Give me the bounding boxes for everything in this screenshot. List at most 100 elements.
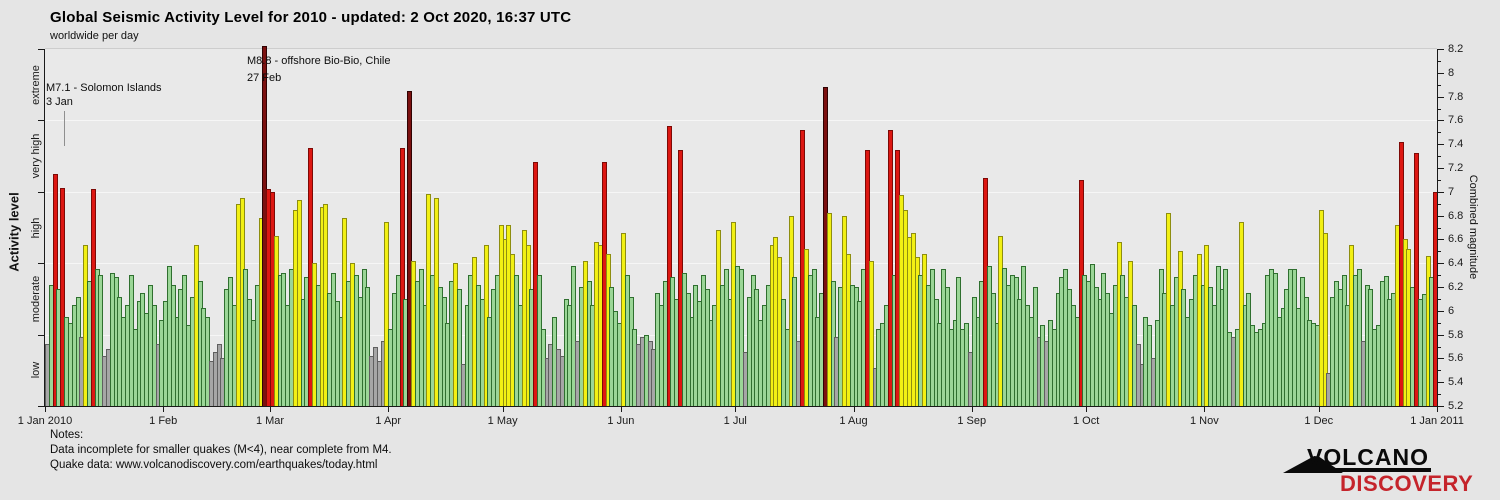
y-right-tick-label: 6.8 bbox=[1448, 209, 1464, 222]
x-tick bbox=[1318, 406, 1320, 412]
x-tick bbox=[1437, 406, 1438, 412]
annotation-chile: M8.8 - offshore Bio-Bio, Chile 27 Feb bbox=[247, 54, 390, 85]
y-right-minor-tick bbox=[1437, 60, 1441, 62]
y-left-band-label: high bbox=[30, 217, 42, 238]
chart-bar bbox=[868, 260, 874, 407]
chart-bar bbox=[60, 188, 66, 407]
y-left-band-label: moderate bbox=[30, 275, 42, 323]
page-subtitle: worldwide per day bbox=[50, 30, 139, 42]
x-tick bbox=[971, 406, 973, 412]
y-right-tick-label: 6 bbox=[1448, 304, 1455, 317]
x-tick-label: 1 Mar bbox=[255, 415, 285, 427]
chart-bar bbox=[1356, 269, 1362, 407]
annotation-pointer-line bbox=[64, 111, 65, 146]
y-right-minor-tick bbox=[1437, 84, 1441, 86]
y-left-band-label: low bbox=[30, 362, 42, 379]
y-right-tick-label: 8.2 bbox=[1448, 43, 1464, 55]
y-right-tick-label: 7.2 bbox=[1448, 162, 1464, 174]
chart-bar bbox=[384, 221, 390, 407]
x-tick-label: 1 Jun bbox=[607, 415, 635, 427]
y-left-tick bbox=[38, 263, 45, 265]
chart-bar bbox=[666, 126, 672, 407]
logo-volcano-text: VOLCANO bbox=[1307, 444, 1429, 470]
y-right-tick bbox=[1437, 263, 1444, 265]
x-tick bbox=[388, 406, 390, 412]
y-right-tick bbox=[1437, 120, 1444, 122]
y-right-minor-tick bbox=[1437, 346, 1441, 348]
chart-bar bbox=[1322, 233, 1328, 407]
annotation-chile-line2: 27 Feb bbox=[247, 72, 282, 84]
x-tick bbox=[502, 406, 504, 412]
y-left-tick bbox=[38, 49, 45, 50]
gridline bbox=[45, 120, 1437, 122]
notes-block: Notes: Data incomplete for smaller quake… bbox=[50, 428, 392, 473]
y-right-tick-label: 8 bbox=[1448, 66, 1455, 79]
notes-line2: Quake data: www.volcanodiscovery.com/ear… bbox=[50, 459, 378, 471]
x-tick bbox=[270, 406, 271, 412]
y-left-band-label: very high bbox=[30, 133, 42, 179]
y-right-tick bbox=[1437, 382, 1444, 384]
y-right-minor-tick bbox=[1437, 179, 1441, 181]
y-right-tick bbox=[1437, 191, 1444, 193]
x-tick bbox=[853, 406, 855, 412]
y-right-tick-label: 5.6 bbox=[1448, 352, 1464, 365]
y-right-tick bbox=[1437, 144, 1444, 146]
y-right-tick bbox=[1437, 49, 1444, 50]
x-tick bbox=[1086, 406, 1088, 412]
y-right-tick bbox=[1437, 406, 1444, 407]
x-tick-label: 1 Dec bbox=[1304, 415, 1334, 427]
chart-bar bbox=[407, 90, 413, 407]
annotation-chile-line1: M8.8 - offshore Bio-Bio, Chile bbox=[247, 55, 391, 67]
x-tick-label: 1 Jan 2011 bbox=[1410, 415, 1464, 427]
gridline bbox=[45, 191, 1437, 193]
y-right-minor-tick bbox=[1437, 108, 1441, 110]
y-right-tick bbox=[1437, 96, 1444, 98]
chart-bar bbox=[456, 289, 462, 407]
y-axis-left-title: Activity level bbox=[6, 192, 22, 272]
chart-bar bbox=[98, 275, 104, 407]
gridline bbox=[45, 263, 1437, 265]
x-tick-label: 1 Oct bbox=[1072, 415, 1100, 427]
y-axis-right-title: Combined magnitude bbox=[1467, 174, 1479, 280]
y-left-tick bbox=[38, 191, 45, 193]
y-right-minor-tick bbox=[1437, 322, 1441, 324]
chart-bar bbox=[399, 147, 405, 407]
chart-bar bbox=[365, 287, 371, 407]
y-right-minor-tick bbox=[1437, 251, 1441, 253]
chart-bar bbox=[571, 265, 577, 407]
y-left-tick bbox=[38, 120, 45, 122]
x-tick-label: 1 May bbox=[487, 415, 518, 427]
y-right-tick bbox=[1437, 358, 1444, 360]
y-right-tick bbox=[1437, 215, 1444, 217]
y-right-minor-tick bbox=[1437, 227, 1441, 229]
volcano-discovery-logo: VOLCANO DISCOVERY bbox=[1283, 444, 1473, 496]
y-right-tick-label: 5.8 bbox=[1448, 328, 1464, 341]
y-right-tick-label: 5.4 bbox=[1448, 376, 1464, 389]
y-right-tick-label: 5.2 bbox=[1448, 400, 1464, 412]
y-right-tick bbox=[1437, 72, 1444, 74]
x-tick-label: 1 Jan 2010 bbox=[17, 415, 73, 427]
annotation-solomon-line1: M7.1 - Solomon Islands bbox=[46, 82, 162, 94]
y-right-tick bbox=[1437, 239, 1444, 241]
logo-discovery-text: DISCOVERY bbox=[1340, 471, 1474, 496]
annotation-solomon: M7.1 - Solomon Islands 3 Jan bbox=[46, 81, 162, 109]
y-right-tick bbox=[1437, 310, 1444, 312]
y-right-tick-label: 7.8 bbox=[1448, 90, 1464, 103]
notes-heading: Notes: bbox=[50, 429, 84, 441]
y-right-tick-label: 7 bbox=[1448, 185, 1455, 198]
chart-bar bbox=[1414, 152, 1420, 407]
x-tick-label: 1 Aug bbox=[839, 415, 868, 427]
logo-underline bbox=[1307, 468, 1431, 472]
axis-bottom-line bbox=[44, 406, 1438, 407]
y-right-minor-tick bbox=[1437, 132, 1441, 134]
y-right-minor-tick bbox=[1437, 203, 1441, 205]
annotation-solomon-line2: 3 Jan bbox=[46, 96, 73, 108]
chart-bar bbox=[887, 129, 893, 407]
x-tick-label: 1 Nov bbox=[1189, 415, 1219, 427]
x-tick-label: 1 Feb bbox=[149, 415, 178, 427]
x-tick bbox=[45, 406, 46, 412]
y-right-minor-tick bbox=[1437, 370, 1441, 372]
x-tick-label: 1 Sep bbox=[957, 415, 987, 427]
x-tick bbox=[735, 406, 737, 412]
